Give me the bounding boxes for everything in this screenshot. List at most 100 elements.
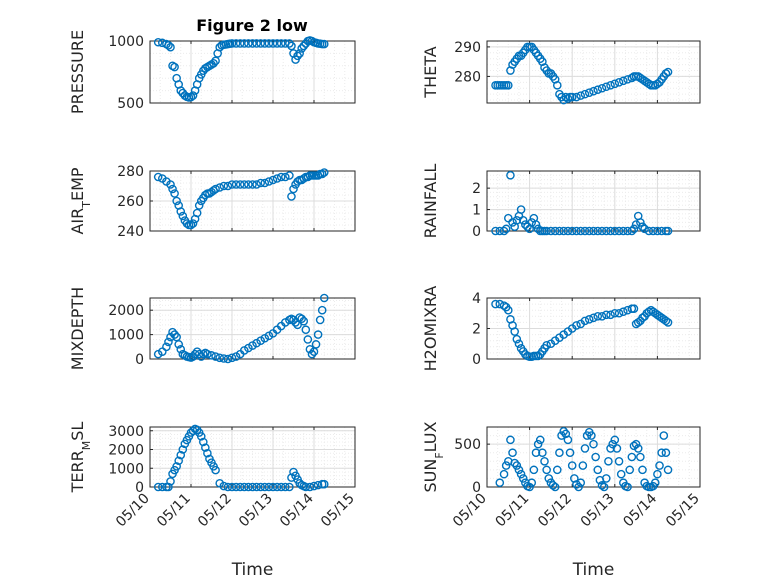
data-point [518,215,528,225]
data-point [535,435,545,445]
y-tick-label: 1000 [108,34,144,50]
data-point [172,196,181,206]
data-point [661,448,671,458]
data-point [239,39,249,48]
data-point [542,340,551,350]
data-point [587,431,596,440]
data-point [506,435,515,445]
data-point [510,458,519,468]
data-point [166,42,175,52]
data-point [491,299,500,309]
y-tick-label: 4 [472,291,481,307]
data-point [627,452,637,462]
data-point [231,180,241,189]
data-point [653,226,662,236]
data-point [584,315,594,324]
data-point [548,480,558,490]
data-point [638,313,647,323]
data-point [619,76,628,86]
data-point [552,465,562,475]
data-point [508,448,517,458]
data-point [499,226,509,236]
data-point [546,226,556,236]
data-point [501,461,511,470]
data-point [303,335,313,344]
data-point [653,79,662,89]
y-axis-label-2: THETA [421,46,440,98]
data-point [239,180,249,189]
data-point [317,169,327,179]
data-point [194,349,204,359]
data-point [661,69,671,78]
data-point [512,334,522,344]
data-point [192,208,202,218]
data-point [546,478,556,488]
data-point [303,172,313,182]
axes-border [149,40,356,104]
subplot-5: 0 1000 2000 MIXDEPTH [68,287,356,370]
data-point [503,80,513,90]
data-point [153,172,163,182]
subplot-4: 0 1 2 RAINFALL [421,164,701,240]
data-point [653,469,662,479]
data-point [657,226,666,236]
data-point [567,92,577,102]
data-point [268,175,278,185]
data-point [174,456,183,466]
data-point [559,426,568,436]
data-point [638,465,647,475]
y-axis-label-7: TERRMSL [68,422,93,494]
data-point [610,435,620,445]
data-point [629,304,639,313]
data-point [174,340,183,349]
data-point [501,224,511,234]
y-tick-label: 0 [135,352,144,368]
data-point [616,469,626,479]
data-point [235,39,245,48]
data-point [663,226,673,236]
data-point [299,316,309,326]
data-point [260,178,270,188]
data-point [542,226,551,236]
data-point [299,41,309,51]
y-tick-label: 0 [472,352,481,368]
data-point [610,79,620,89]
data-point [559,226,568,236]
data-point [176,344,186,354]
data-point [527,478,537,488]
data-point [614,456,624,466]
data-point [655,461,664,470]
data-point [631,439,641,449]
data-point [264,482,274,492]
data-point [297,44,307,53]
data-point [601,474,611,483]
data-point [657,448,666,458]
data-point [235,482,245,492]
data-point [510,327,519,336]
y-tick-label: 0 [472,480,481,496]
data-point [285,39,294,48]
data-point [599,482,609,492]
data-point [597,311,607,321]
data-point [555,226,564,236]
data-point [597,480,607,490]
data-point [227,482,237,492]
y-tick-label: 290 [454,40,481,56]
axes-border [486,426,701,488]
data-point [260,39,270,48]
data-point [178,445,188,454]
data-point [272,39,282,48]
data-point [567,461,577,470]
data-point [610,226,620,236]
data-point [531,220,541,229]
data-point [186,92,196,102]
data-point [606,444,615,453]
data-point [561,92,571,102]
data-point [495,478,505,488]
subplot-3: 240 260 280 AIRTEMP [68,164,356,240]
y-axis-label-3: AIRTEMP [68,167,93,234]
data-point [633,318,643,327]
data-point [311,340,321,349]
data-point [576,478,586,488]
